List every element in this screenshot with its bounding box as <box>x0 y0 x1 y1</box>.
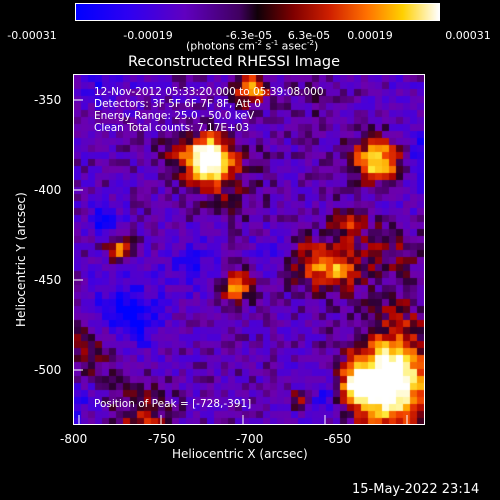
colorbar-tick: 0.00019 <box>347 29 393 42</box>
info-line: Detectors: 3F 5F 6F 7F 8F, Att 0 <box>94 98 261 110</box>
x-tick-label: -800 <box>60 432 88 446</box>
units-part: s <box>261 39 272 53</box>
colorbar <box>75 3 440 21</box>
y-tick-label: -450 <box>34 273 62 287</box>
rhessi-image <box>74 75 424 424</box>
x-tick-label: -650 <box>324 432 352 446</box>
info-line: Energy Range: 25.0 - 50.0 keV <box>94 110 255 122</box>
colorbar-tick: -0.00019 <box>123 29 173 42</box>
peak-position: Position of Peak = [-728,-391] <box>94 398 252 410</box>
x-axis-label: Heliocentric X (arcsec) <box>172 447 308 461</box>
y-tick-label: -400 <box>34 183 62 197</box>
x-tick-label: -750 <box>148 432 176 446</box>
plot-frame <box>73 74 425 425</box>
units-exponent: -1 <box>271 39 279 47</box>
plot-title: Reconstructed RHESSI Image <box>128 54 341 70</box>
footer-timestamp: 15-May-2022 23:14 <box>352 482 480 497</box>
y-tick-label: -350 <box>34 93 62 107</box>
units-exponent: -2 <box>254 39 262 47</box>
units-part: asec <box>278 39 307 53</box>
y-tick-label: -500 <box>34 363 62 377</box>
units-part: (photons cm <box>186 39 255 53</box>
y-axis-label: Heliocentric Y (arcsec) <box>14 192 28 327</box>
colorbar-tick: 0.00031 <box>445 29 491 42</box>
colorbar-tick: -0.00031 <box>7 29 57 42</box>
info-line: 12-Nov-2012 05:33:20.000 to 05:39:08.000 <box>94 86 324 98</box>
colorbar-tick: -6.3e-05 <box>225 29 273 42</box>
units-exponent: -2 <box>306 39 314 47</box>
info-line: Clean Total counts: 7.17E+03 <box>94 122 250 134</box>
colorbar-units: (photons cm-2 s-1 asec-2) <box>186 40 318 52</box>
units-part: ) <box>313 39 319 53</box>
x-tick-label: -700 <box>236 432 264 446</box>
colorbar-tick: 6.3e-05 <box>287 29 331 42</box>
